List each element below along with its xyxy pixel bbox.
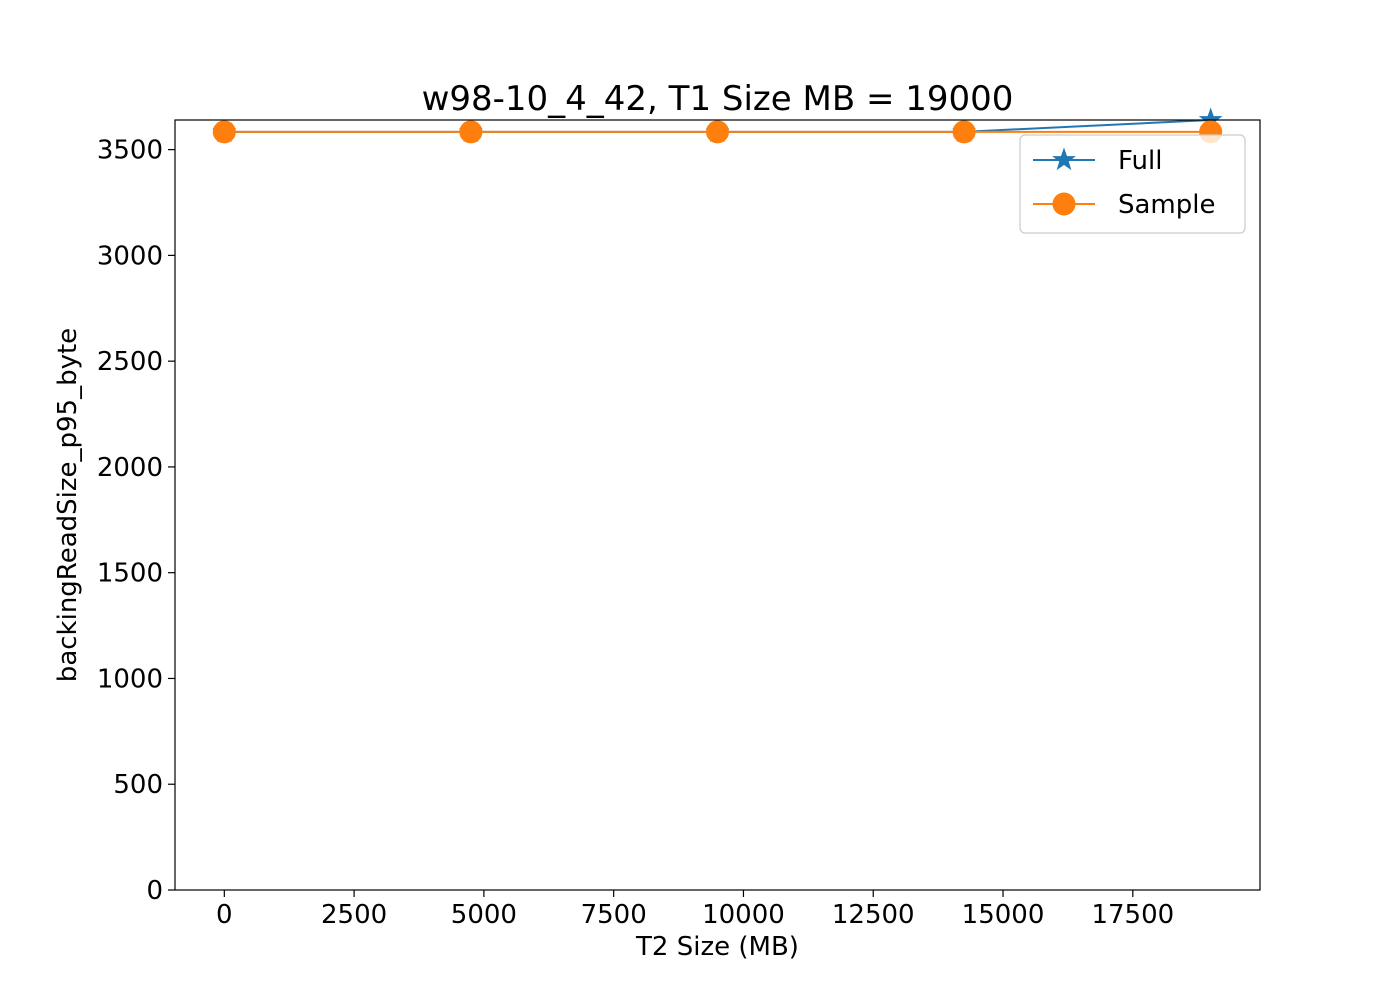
y-axis-title: backingReadSize_p95_byte <box>53 328 83 682</box>
x-tick-label: 7500 <box>581 900 647 930</box>
x-tick-label: 15000 <box>962 900 1045 930</box>
y-tick-label: 2500 <box>97 347 163 377</box>
x-tick-label: 17500 <box>1091 900 1174 930</box>
y-tick-label: 1500 <box>97 559 163 589</box>
series-point-sample <box>706 120 729 144</box>
series-point-sample <box>952 120 976 144</box>
legend-marker-sample <box>1052 192 1076 216</box>
x-tick-label: 12500 <box>832 900 915 930</box>
plot-frame <box>174 119 1261 891</box>
series-point-sample <box>459 120 483 144</box>
y-tick-label: 3000 <box>97 241 163 271</box>
y-tick-label: 1000 <box>97 664 163 694</box>
y-tick-label: 0 <box>146 876 163 906</box>
x-tick-label: 10000 <box>702 900 785 930</box>
x-tick-label: 0 <box>216 900 233 930</box>
x-axis-title: T2 Size (MB) <box>635 932 799 962</box>
y-tick-label: 3500 <box>97 136 163 166</box>
x-axis-ticks: 0 2500 5000 7500 10000 12500 15000 17500 <box>216 890 1174 930</box>
chart-title: w98-10_4_42, T1 Size MB = 19000 <box>422 79 1014 119</box>
y-axis-ticks: 0 500 1000 1500 2000 2500 3000 3500 <box>97 136 175 906</box>
x-tick-label: 5000 <box>451 900 517 930</box>
legend-marker-full <box>1052 147 1076 171</box>
series-point-sample <box>212 120 236 144</box>
x-tick-label: 2500 <box>321 900 387 930</box>
y-tick-label: 500 <box>113 770 163 800</box>
y-tick-label: 2000 <box>97 453 163 483</box>
legend-label-sample: Sample <box>1118 190 1216 220</box>
legend-label-full: Full <box>1118 146 1162 176</box>
legend: Full Sample <box>1019 134 1246 234</box>
